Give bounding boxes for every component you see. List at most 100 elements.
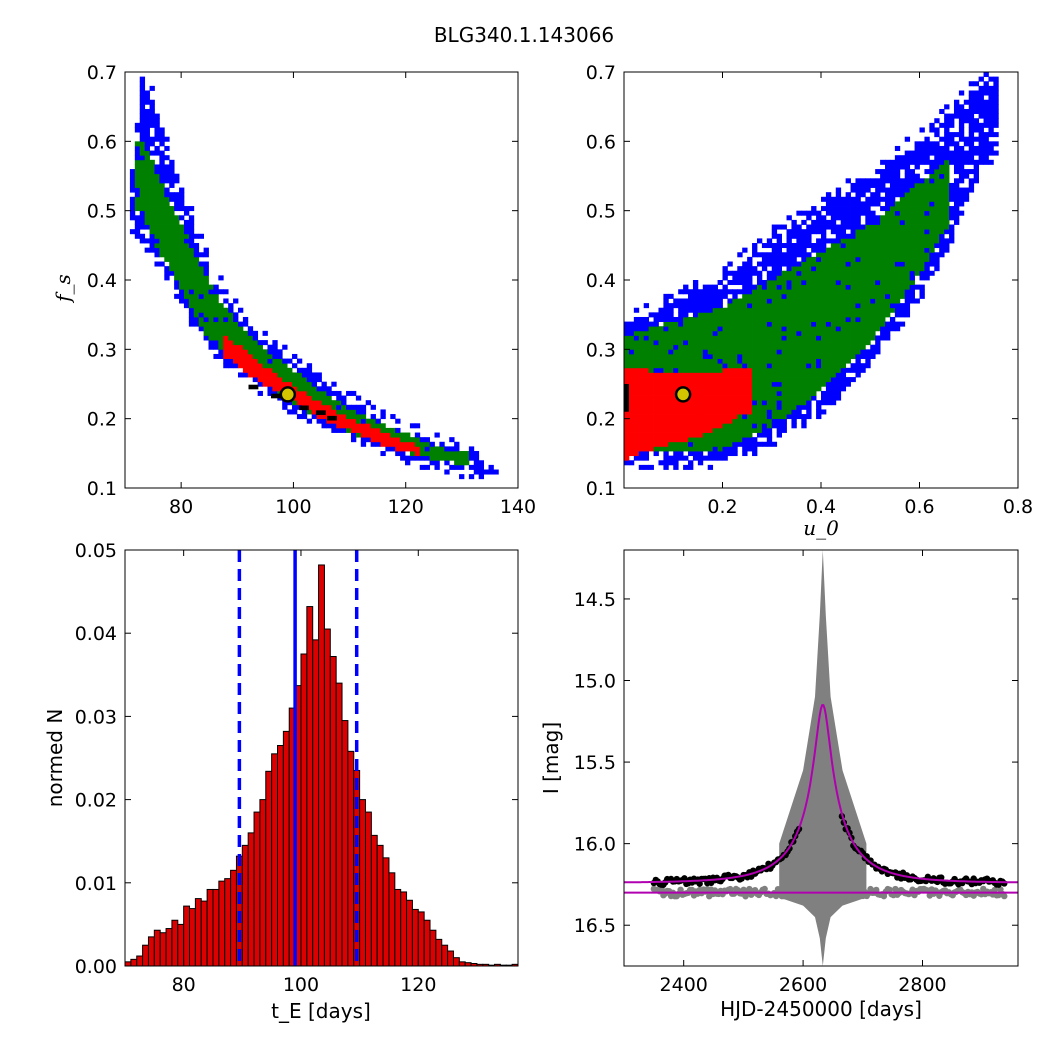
density-cell bbox=[707, 400, 714, 406]
density-cell bbox=[958, 155, 965, 161]
density-cell bbox=[771, 418, 778, 424]
density-cell bbox=[149, 99, 155, 105]
density-cell bbox=[880, 247, 886, 253]
density-cell bbox=[899, 293, 906, 299]
density-cell bbox=[653, 335, 659, 341]
density-cell bbox=[924, 145, 930, 151]
density-cell bbox=[929, 182, 935, 188]
density-cell bbox=[796, 224, 802, 230]
density-cell bbox=[835, 377, 842, 383]
density-cell bbox=[164, 270, 170, 276]
density-cell bbox=[722, 335, 728, 341]
density-cell bbox=[737, 326, 743, 332]
density-cell bbox=[139, 118, 146, 124]
density-cell bbox=[311, 404, 317, 410]
density-cell bbox=[791, 344, 797, 350]
density-cell bbox=[934, 141, 940, 147]
density-cell bbox=[845, 377, 851, 383]
density-cell bbox=[727, 427, 733, 433]
density-cell bbox=[811, 293, 817, 299]
histogram-bar bbox=[400, 891, 408, 967]
density-cell bbox=[776, 266, 782, 272]
density-cell bbox=[766, 386, 773, 392]
density-cell bbox=[742, 446, 748, 452]
density-cell bbox=[811, 206, 817, 212]
density-cell bbox=[791, 414, 797, 420]
density-cell bbox=[628, 437, 635, 443]
density-cell bbox=[658, 316, 664, 322]
density-cell bbox=[953, 182, 960, 188]
density-cell bbox=[208, 303, 214, 309]
density-cell bbox=[692, 303, 699, 309]
density-cell bbox=[643, 349, 650, 355]
density-cell bbox=[272, 372, 278, 378]
density-cell bbox=[692, 372, 699, 378]
density-cell bbox=[914, 270, 920, 276]
density-cell bbox=[914, 192, 920, 198]
density-cell bbox=[638, 316, 645, 322]
density-cell bbox=[692, 326, 699, 332]
density-cell bbox=[653, 418, 659, 424]
density-cell bbox=[934, 210, 940, 216]
density-cell bbox=[885, 210, 891, 216]
density-cell bbox=[717, 312, 723, 318]
density-cell bbox=[855, 307, 861, 313]
density-cell bbox=[983, 81, 989, 87]
density-cell bbox=[390, 427, 396, 433]
density-cell bbox=[400, 432, 406, 438]
density-cell bbox=[712, 340, 718, 346]
y-tick-label: 0.3 bbox=[87, 339, 117, 361]
density-cell bbox=[179, 293, 185, 299]
density-cell bbox=[761, 312, 768, 318]
density-cell bbox=[267, 349, 273, 355]
density-cell bbox=[360, 437, 367, 443]
density-cell bbox=[449, 451, 455, 457]
density-cell bbox=[633, 409, 640, 415]
density-cell bbox=[139, 150, 146, 156]
density-cell bbox=[870, 275, 876, 281]
density-cell bbox=[468, 451, 475, 457]
density-cell bbox=[663, 312, 669, 318]
density-cell bbox=[468, 446, 475, 452]
density-cell bbox=[850, 340, 856, 346]
density-cell bbox=[449, 455, 455, 461]
density-cell bbox=[139, 238, 146, 244]
density-cell bbox=[840, 367, 847, 373]
density-cell bbox=[159, 219, 165, 225]
density-cell bbox=[904, 229, 911, 235]
density-cell bbox=[375, 432, 381, 438]
density-cell bbox=[722, 326, 728, 332]
density-cell bbox=[880, 335, 886, 341]
density-cell bbox=[756, 349, 763, 355]
density-cell bbox=[247, 363, 254, 369]
density-cell bbox=[776, 293, 782, 299]
density-cell bbox=[781, 321, 787, 327]
density-cell bbox=[811, 377, 817, 383]
density-cell bbox=[944, 192, 950, 198]
density-cell bbox=[850, 307, 856, 313]
density-cell bbox=[830, 238, 837, 244]
density-cell bbox=[154, 113, 160, 119]
density-cell bbox=[885, 243, 891, 249]
density-cell bbox=[198, 252, 204, 258]
density-cell bbox=[653, 386, 659, 392]
density-cell bbox=[183, 238, 190, 244]
density-cell bbox=[939, 150, 945, 156]
density-cell bbox=[894, 201, 901, 207]
density-cell bbox=[179, 247, 185, 253]
density-cell bbox=[766, 261, 773, 267]
density-cell bbox=[825, 386, 832, 392]
density-cell bbox=[875, 326, 881, 332]
density-cell bbox=[350, 432, 357, 438]
density-cell bbox=[688, 303, 694, 309]
density-cell bbox=[880, 215, 886, 221]
density-cell bbox=[865, 358, 871, 364]
density-cell bbox=[988, 122, 994, 128]
density-cell bbox=[692, 316, 699, 322]
density-cell bbox=[737, 367, 743, 373]
density-cell bbox=[885, 266, 891, 272]
density-cell bbox=[786, 372, 792, 378]
density-cell bbox=[835, 261, 842, 267]
density-cell bbox=[277, 349, 283, 355]
density-cell bbox=[899, 321, 906, 327]
